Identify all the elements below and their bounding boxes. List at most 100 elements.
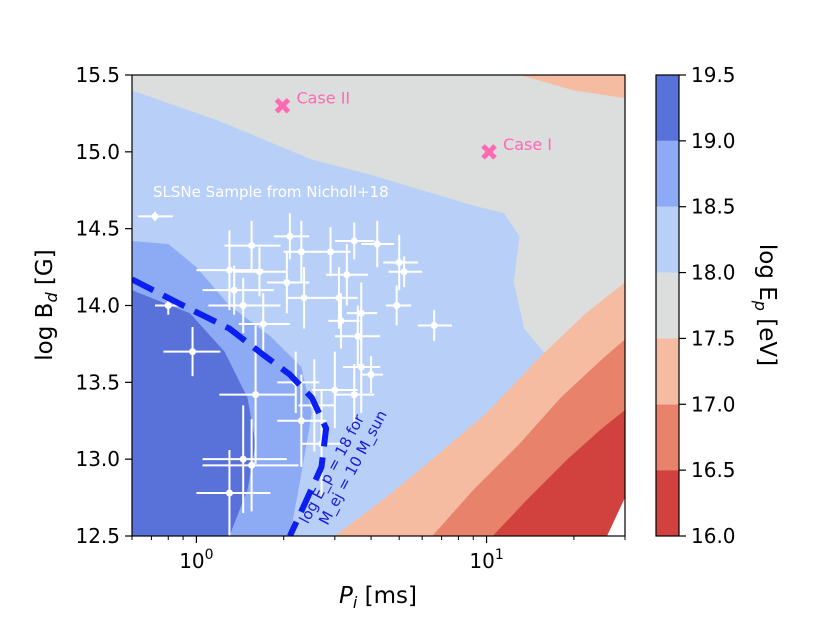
- colorbar-band: [656, 338, 679, 405]
- sample-point: [361, 220, 395, 268]
- sample-dot: [393, 302, 401, 309]
- y-tick-label: 12.5: [75, 524, 120, 548]
- sample-dot: [164, 302, 172, 309]
- colorbar-band: [656, 404, 679, 471]
- sample-dot: [230, 286, 238, 294]
- sample-point: [277, 374, 327, 467]
- sample-dot: [151, 212, 159, 220]
- sample-dot: [259, 320, 267, 328]
- colorbar-tick-label: 16.0: [691, 524, 736, 548]
- case-marker: Case II: [274, 89, 350, 114]
- case-marker: Case I: [481, 135, 552, 160]
- case-marker-x: [481, 144, 497, 160]
- dashed-line: [132, 276, 330, 536]
- colorbar-title: log Ep [eV]: [751, 244, 780, 366]
- sample-dot: [252, 391, 260, 399]
- colorbar-tick-label: 18.5: [691, 195, 736, 219]
- region-19-195: [132, 290, 256, 536]
- y-tick-label: 13.0: [75, 447, 120, 471]
- sample-point: [326, 244, 368, 306]
- dashed-line-group: [132, 276, 330, 536]
- sample-point: [385, 285, 412, 326]
- sample-dot: [337, 317, 345, 325]
- sample-point: [202, 265, 274, 315]
- sample-point: [328, 293, 360, 349]
- region-white-corner: [607, 497, 625, 536]
- colorbar-band: [656, 470, 679, 536]
- sample-point: [196, 449, 271, 536]
- colorbar: [656, 75, 679, 536]
- sample-dot: [327, 248, 335, 256]
- sample-dot: [350, 237, 358, 245]
- region-top-right: [519, 75, 625, 99]
- colorbar-tick-label: 16.5: [691, 458, 736, 482]
- case-marker-label: Case I: [503, 135, 552, 154]
- sample-point: [417, 310, 452, 341]
- case-marker-label: Case II: [296, 89, 350, 108]
- colorbar-tick-label: 19.0: [691, 129, 736, 153]
- sample-dot: [430, 321, 438, 329]
- case-marker-x: [274, 97, 291, 114]
- sample-point: [234, 247, 287, 297]
- sample-dot: [350, 391, 358, 399]
- sample-dot: [189, 348, 197, 356]
- sample-dot: [239, 455, 247, 463]
- sample-point: [388, 256, 423, 288]
- sample-dot: [373, 240, 381, 248]
- sample-point: [163, 327, 221, 377]
- sample-dot: [248, 461, 256, 469]
- sample-point: [346, 282, 378, 344]
- sample-dot: [354, 332, 362, 340]
- sample-dot: [400, 268, 408, 276]
- y-axis: 12.5 13.0 13.5 14.0 14.5 15.0 15.5: [75, 63, 132, 548]
- sample-point: [202, 419, 299, 512]
- samples-label: SLSNe Sample from Nicholl+18: [153, 183, 389, 201]
- sample-points: [138, 211, 452, 536]
- sample-point: [286, 267, 324, 329]
- sample-dot: [297, 417, 305, 425]
- y-tick-label: 15.5: [75, 63, 120, 87]
- colorbar-frame: [655, 74, 680, 537]
- sample-point: [138, 211, 173, 221]
- x-tick-label: 101: [469, 547, 503, 573]
- region-16-165: [492, 410, 625, 536]
- colorbar-tick-label: 19.5: [691, 63, 736, 87]
- sample-dot: [297, 248, 305, 256]
- x-tick-label: 100: [179, 547, 213, 573]
- y-tick-label: 15.0: [75, 140, 120, 164]
- region-18-185-top: [132, 75, 625, 390]
- y-tick-label: 13.5: [75, 370, 120, 394]
- sample-dot: [300, 294, 308, 302]
- sample-point: [334, 363, 375, 426]
- sample-point: [224, 220, 281, 271]
- sample-dot: [331, 386, 339, 394]
- sample-point: [334, 305, 381, 367]
- sample-dot: [367, 371, 375, 379]
- colorbar-band: [656, 75, 679, 141]
- sample-dot: [248, 242, 256, 250]
- sample-dot: [357, 309, 365, 317]
- y-axis-title: log Bd [G]: [32, 249, 61, 360]
- colorbar-band: [656, 140, 679, 207]
- colorbar-tick-label: 17.0: [691, 392, 736, 416]
- sample-dot: [357, 363, 365, 371]
- sample-dot: [225, 266, 233, 274]
- sample-dot: [283, 278, 291, 286]
- x-axis: 100 101: [131, 536, 626, 573]
- sample-dot: [225, 489, 233, 497]
- colorbar-ticks: 16.0 16.5 17.0 17.5 18.0 18.5 19.0 19.5: [679, 63, 736, 548]
- sample-point: [238, 293, 290, 355]
- sample-point: [311, 351, 358, 429]
- sample-dot: [395, 258, 403, 266]
- colorbar-band: [656, 272, 679, 339]
- y-tick-label: 14.0: [75, 294, 120, 318]
- sample-dot: [286, 232, 294, 240]
- sample-point: [202, 405, 287, 513]
- colorbar-band: [656, 206, 679, 273]
- sample-point: [311, 227, 351, 277]
- sample-dot: [239, 302, 247, 309]
- x-axis-title: Pi [ms]: [339, 583, 417, 612]
- colorbar-tick-label: 17.5: [691, 326, 736, 350]
- colorbar-tick-label: 18.0: [691, 261, 736, 285]
